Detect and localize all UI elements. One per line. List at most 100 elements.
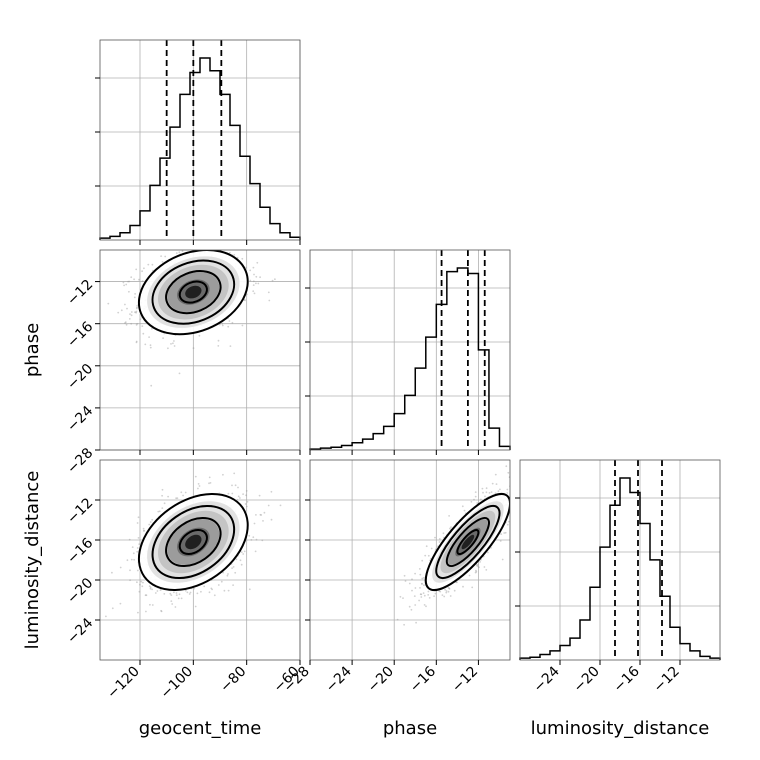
sample-point [133, 278, 136, 281]
x-tick-label: −20 [571, 664, 603, 696]
sample-point [514, 506, 516, 508]
sample-point [217, 584, 220, 586]
sample-point [151, 518, 154, 521]
sample-point [255, 275, 258, 278]
sample-point [143, 530, 145, 532]
sample-point [228, 320, 231, 322]
sample-point [257, 282, 260, 285]
sample-point [151, 588, 154, 591]
sample-point [196, 592, 199, 595]
sample-point [226, 574, 229, 577]
sample-point [445, 590, 448, 592]
sample-point [450, 526, 452, 528]
sample-point [448, 588, 451, 590]
sample-point [531, 480, 533, 482]
sample-point [141, 270, 144, 273]
sample-point [410, 608, 413, 611]
sample-point [444, 588, 446, 591]
sample-point [419, 573, 422, 576]
sample-point [484, 495, 486, 498]
sample-point [449, 595, 452, 597]
sample-point [161, 507, 164, 509]
sample-point [411, 589, 413, 592]
x-axis-label-luminosity-distance: luminosity_distance [531, 718, 710, 739]
sample-point [188, 593, 191, 595]
sample-point [133, 296, 136, 299]
x-tick-label: −24 [531, 663, 563, 695]
sample-point [411, 578, 413, 581]
sample-point [499, 488, 501, 491]
sample-point [268, 299, 271, 302]
sample-point [123, 284, 125, 287]
sample-point [481, 487, 484, 490]
sample-point [125, 323, 128, 326]
sample-point [145, 610, 147, 613]
sample-point [470, 500, 473, 503]
sample-point [125, 283, 128, 286]
sample-point [136, 581, 138, 584]
sample-point [157, 510, 160, 513]
sample-point [211, 588, 214, 591]
sample-point [127, 280, 129, 283]
sample-point [414, 587, 417, 589]
sample-point [259, 513, 262, 516]
sample-point [137, 516, 140, 519]
sample-point [461, 505, 464, 508]
sample-point [422, 592, 425, 594]
sample-point [130, 276, 133, 279]
sample-point [227, 573, 229, 575]
sample-point [249, 279, 252, 282]
x-ticks-geocent-time: −120 −100 −80 −60 [104, 664, 303, 703]
sample-point [418, 568, 421, 570]
sample-point [148, 523, 151, 526]
sample-point [227, 492, 230, 495]
sample-point [522, 503, 524, 505]
sample-point [438, 541, 441, 543]
sample-point [83, 303, 85, 305]
sample-point [137, 611, 139, 614]
sample-point [189, 591, 192, 594]
sample-point [427, 590, 430, 593]
sample-point [142, 332, 145, 335]
sample-point [476, 565, 479, 568]
sample-point [167, 347, 169, 350]
sample-point [217, 339, 220, 342]
sample-point [261, 539, 264, 542]
y-axis-label-phase: phase [22, 323, 43, 377]
sample-point [163, 593, 166, 595]
sample-point [421, 582, 423, 585]
sample-point [232, 584, 235, 586]
sample-point [149, 587, 152, 590]
sample-point [511, 494, 513, 496]
sample-point [135, 311, 138, 314]
sample-point [442, 532, 445, 535]
sample-point [208, 476, 211, 479]
density-fill [185, 534, 202, 550]
sample-point [419, 587, 421, 589]
sample-point [229, 345, 232, 347]
sample-point [480, 498, 482, 501]
sample-point [134, 293, 137, 295]
sample-point [485, 491, 488, 494]
sample-point [105, 615, 107, 618]
sample-point [164, 248, 166, 250]
sample-point [423, 604, 426, 606]
sample-point [427, 554, 430, 557]
sample-point [142, 527, 145, 530]
sample-point [193, 587, 196, 590]
sample-point [117, 311, 120, 314]
sample-point [234, 571, 237, 574]
sample-point [232, 566, 235, 568]
sample-point [263, 511, 266, 514]
sample-point [220, 580, 223, 583]
sample-point [522, 499, 524, 501]
sample-point [167, 495, 170, 498]
sample-point [415, 621, 417, 624]
sample-point [474, 571, 477, 574]
sample-point [252, 536, 255, 539]
sample-point [513, 484, 515, 486]
sample-point [144, 594, 147, 597]
y-tick-label: −28 [64, 445, 96, 477]
histogram-phase [309, 267, 511, 450]
sample-point [163, 502, 166, 505]
